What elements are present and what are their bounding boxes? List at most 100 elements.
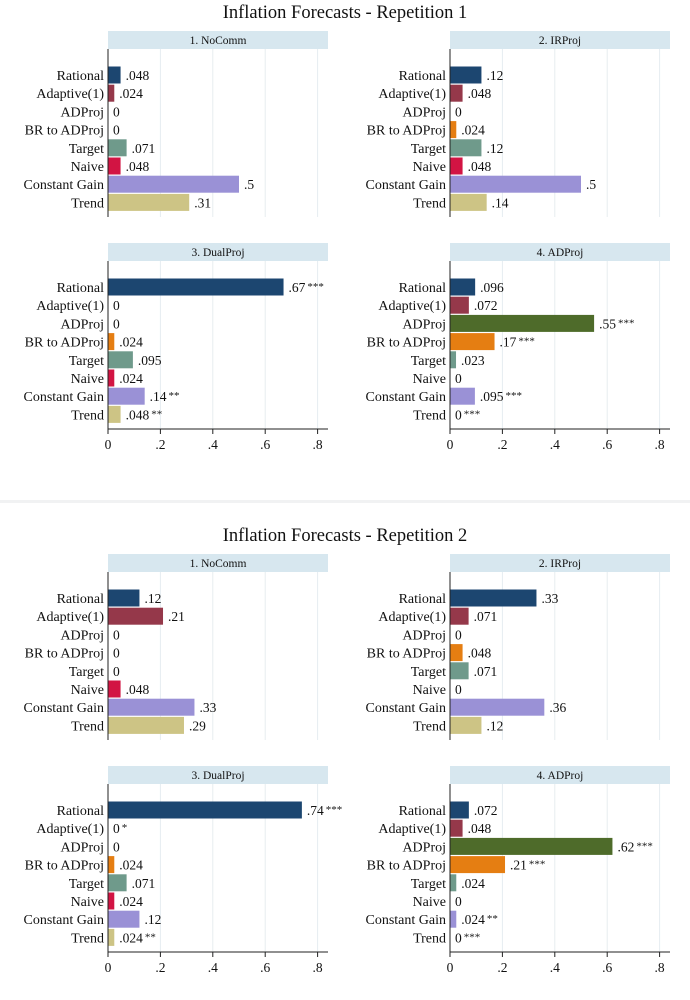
x-tick-label: .4 [208,960,218,975]
x-tick-label: 0 [447,960,454,975]
panel-title: 2. IRProj [539,558,581,570]
bar [108,716,184,734]
category-label: Constant Gain [24,913,105,928]
data-label: .048 [468,159,492,174]
data-label: .33 [199,700,216,715]
category-label: Trend [71,196,104,211]
bar [450,139,482,157]
category-label: Naive [413,683,446,698]
data-label: .024 ** [461,912,498,927]
panel-title: 2. IRProj [539,35,581,47]
panel-1: 1. NoComm Rational .048 Adaptive(1) .024 ADPr… [24,31,328,217]
data-label: .071 [132,876,156,891]
category-label: Rational [399,592,447,607]
bar [108,874,127,892]
category-label: ADProj [402,317,446,332]
category-label: Rational [57,69,105,84]
category-label: Target [69,877,104,892]
panel-header [450,243,670,261]
bar [108,928,115,946]
data-label: 0 [113,839,120,854]
figure-separator [0,500,690,503]
data-label: 0 [113,627,120,642]
data-label: 0 [113,646,120,661]
data-label: .048 [126,68,150,83]
bar [450,801,469,819]
category-label: ADProj [60,105,104,120]
bar [108,801,302,819]
panel-header [450,766,670,784]
category-label: Constant Gain [24,178,105,193]
x-tick-label: .6 [602,437,612,452]
data-label: .74 *** [307,803,342,818]
data-label: 0 [113,298,120,313]
category-label: BR to ADProj [25,859,104,874]
bar [108,892,115,910]
bar [450,296,469,314]
category-label: Rational [57,592,105,607]
bar [450,856,506,874]
x-tick-label: 0 [105,960,112,975]
data-label: .21 [168,609,185,624]
figure-title: Inflation Forecasts - Repetition 2 [223,526,468,546]
data-label: 0 [455,627,462,642]
category-label: BR to ADProj [25,647,104,662]
data-label: 0 [455,104,462,119]
data-label: 0 [455,894,462,909]
bar [450,121,457,139]
category-label: Adaptive(1) [36,822,104,837]
category-label: Naive [71,683,104,698]
bar [450,333,495,351]
category-label: Trend [413,408,446,423]
data-label: .023 [461,353,485,368]
data-label: 0 [113,664,120,679]
bar [450,607,469,625]
category-label: Constant Gain [366,913,447,928]
x-tick-label: .2 [155,437,165,452]
category-label: Naive [71,895,104,910]
category-label: Target [411,877,446,892]
x-tick-label: .8 [313,437,323,452]
data-label: .071 [474,609,498,624]
bar [108,405,121,423]
bar [450,644,463,662]
bar [450,193,487,211]
x-tick-label: .8 [313,960,323,975]
bar [108,139,127,157]
bar [450,716,482,734]
category-label: Adaptive(1) [36,610,104,625]
data-label: .12 [486,68,503,83]
panel-header [108,31,328,49]
category-label: Trend [413,719,446,734]
panel-title: 4. ADProj [537,770,584,782]
category-label: Rational [399,281,447,296]
category-label: Constant Gain [24,390,105,405]
category-label: Adaptive(1) [378,610,446,625]
data-label: 0 * [113,821,127,836]
data-label: .024 ** [119,930,156,945]
data-label: .072 [474,803,498,818]
figure-2: Inflation Forecasts - Repetition 2 1. NoC… [24,526,670,975]
data-label: .048 [126,682,150,697]
data-label: 0 *** [455,407,480,422]
bar [450,278,476,296]
bar [450,157,463,175]
data-label: .024 [461,123,485,138]
category-label: ADProj [402,105,446,120]
bar [450,351,457,369]
bar [450,387,475,405]
data-label: .29 [189,718,206,733]
data-label: .12 [486,718,503,733]
data-label: 0 [113,104,120,119]
data-label: .024 [119,335,143,350]
category-label: ADProj [402,840,446,855]
data-label: .072 [474,298,498,313]
data-label: .024 [119,894,143,909]
data-label: .14 ** [150,389,180,404]
data-label: .024 [119,371,143,386]
category-label: Target [411,354,446,369]
data-label: .12 [144,912,161,927]
category-label: Target [69,354,104,369]
category-label: Rational [57,804,105,819]
